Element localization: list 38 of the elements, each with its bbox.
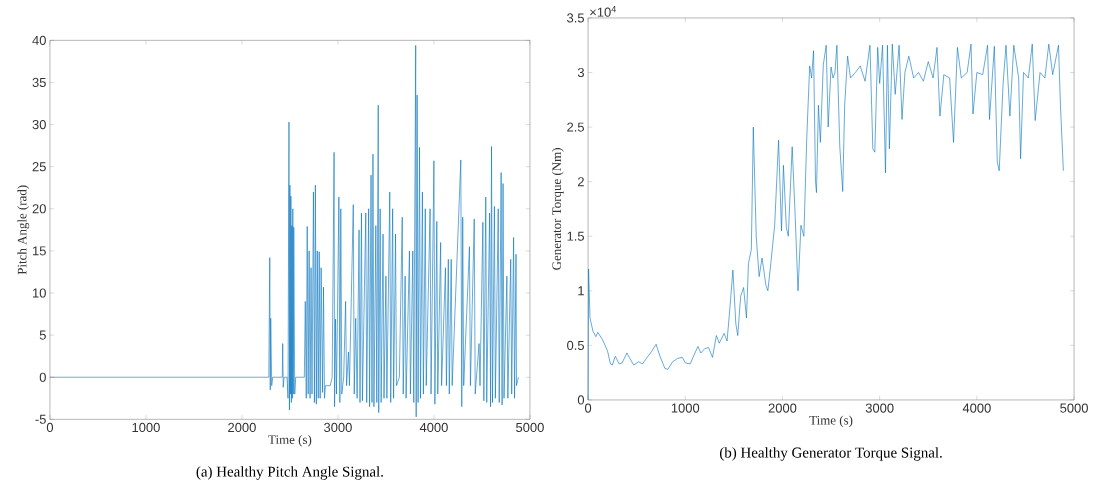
y-tick-label: 2.5 — [567, 122, 584, 132]
y-tick-label: -5 — [35, 414, 46, 424]
x-tick-label: 3000 — [865, 403, 894, 413]
y-tick-label: 0 — [577, 395, 585, 405]
y-tick-label: 40 — [32, 35, 46, 45]
x-tick-label: 5000 — [516, 422, 544, 433]
text: (a) Healthy Pitch Angle Signal. — [196, 466, 383, 480]
x-axis-title: Time (s) — [809, 415, 853, 428]
text: ×10$^{4}$ — [590, 6, 617, 17]
x-axis-title: Time (s) — [268, 434, 312, 447]
x-tick-label: 4000 — [419, 422, 448, 433]
y-tick-label: 10 — [32, 288, 46, 298]
y-axis-title: Pitch Angle (rad) — [17, 185, 30, 275]
y-tick-label: 3 — [577, 67, 584, 78]
y-tick-label: 35 — [32, 77, 46, 88]
y-tick-label: 30 — [32, 119, 46, 130]
x-tick-label: 4000 — [962, 403, 991, 413]
y-axis-title: Generator Torque (Nm) — [551, 148, 564, 270]
x-tick-label: 3000 — [324, 422, 352, 433]
y-tick-label: 1 — [578, 286, 584, 296]
text: (b) Healthy Generator Torque Signal. — [719, 447, 942, 461]
y-tick-label: 1.5 — [567, 231, 584, 241]
line-series — [49, 45, 519, 418]
y-tick-label: 2 — [578, 177, 584, 187]
y-tick-label: 5 — [39, 330, 46, 340]
x-tick-label: 1000 — [671, 403, 700, 413]
y-tick-label: 20 — [32, 204, 46, 214]
y-tick-label: 15 — [32, 246, 46, 256]
x-tick-label: 2000 — [228, 422, 256, 433]
y-tick-label: 0 — [39, 372, 46, 382]
x-tick-label: 0 — [46, 422, 54, 433]
x-tick-label: 2000 — [768, 403, 797, 413]
line-series — [587, 43, 1064, 401]
y-tick-label: 0.5 — [567, 340, 584, 350]
y-tick-label: 3.5 — [567, 13, 584, 23]
x-tick-label: 1000 — [132, 422, 160, 433]
x-tick-label: 5000 — [1060, 403, 1088, 413]
y-tick-label: 25 — [32, 162, 46, 172]
